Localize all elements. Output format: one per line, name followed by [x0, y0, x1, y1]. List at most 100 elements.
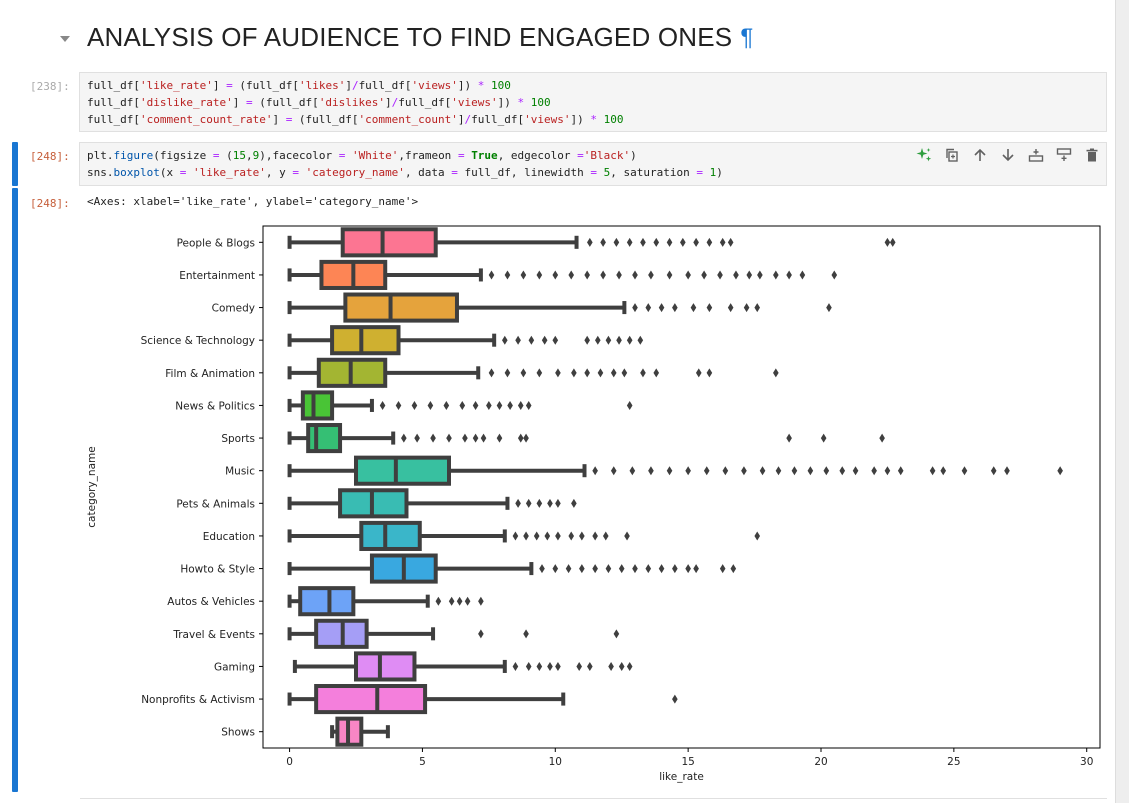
code-token: 'dislikes' [318, 96, 386, 109]
outlier-point [552, 270, 559, 280]
outlier-point [401, 433, 407, 443]
code-token: = [451, 166, 458, 179]
outlier-point [517, 433, 524, 443]
code-token [597, 113, 604, 126]
outlier-point [722, 466, 729, 476]
code-token: 'views' [451, 96, 498, 109]
outlier-point [613, 237, 620, 247]
outlier-point [547, 498, 553, 508]
outlier-point [605, 335, 612, 345]
outlier-point [592, 466, 598, 476]
outlier-point [462, 433, 468, 443]
code-token: = [577, 149, 584, 162]
vertical-scrollbar[interactable] [1115, 0, 1129, 803]
outlier-point [695, 368, 702, 378]
outlier-point [555, 531, 561, 541]
outlier-point [741, 466, 747, 476]
anchor-link[interactable]: ¶ [740, 23, 754, 51]
outlier-point [717, 270, 723, 280]
code-token: 'likes' [298, 79, 346, 92]
code-token: / [391, 96, 399, 109]
outlier-point [701, 270, 707, 280]
outlier-point [889, 237, 896, 247]
code-token: 1 [709, 166, 717, 179]
code-cell-input[interactable]: plt.figure(figsize = (15,9),facecolor = … [79, 142, 1107, 186]
outlier-point [666, 270, 673, 280]
outlier-point [584, 368, 590, 378]
code-token: ] [345, 79, 352, 92]
move-up-icon[interactable] [970, 146, 990, 164]
outlier-point [555, 368, 561, 378]
outlier-point [600, 237, 606, 247]
code-token: , saturation [610, 166, 697, 179]
outlier-point [568, 270, 575, 280]
outlier-point [640, 237, 646, 247]
code-token: 'White' [351, 149, 399, 162]
outlier-point [624, 531, 630, 541]
heading-title: ANALYSIS OF AUDIENCE TO FIND ENGAGED ONE… [87, 22, 733, 52]
code-token: 100 [603, 113, 624, 126]
box [354, 455, 451, 486]
outlier-point [504, 270, 511, 280]
cell-prompt-248: [248]: [30, 150, 70, 163]
code-token: 100 [491, 79, 511, 92]
outlier-point [411, 400, 418, 410]
code-token: = [179, 166, 187, 179]
boxplot-chart: People & Blogs Entertainment Comedy Science… [86, 225, 1101, 783]
box [354, 651, 417, 682]
code-token: figure [113, 149, 154, 162]
code-token: 100 [530, 96, 551, 109]
collapse-caret-icon[interactable] [60, 35, 70, 42]
outlier-point [626, 237, 633, 247]
outlier-point [536, 498, 543, 508]
y-axis-label: category_name [86, 446, 98, 527]
delete-icon[interactable] [1082, 146, 1102, 164]
outlier-point [515, 498, 521, 508]
outlier-point [552, 335, 559, 345]
move-down-icon[interactable] [998, 146, 1018, 164]
code-token: = [457, 149, 465, 162]
code-token [345, 149, 352, 162]
code-token: full_df[ [87, 79, 140, 92]
active-cell-indicator [12, 142, 18, 186]
code-token: / [351, 79, 359, 92]
code-cell-input[interactable]: full_df['like_rate'] = (full_df['likes']… [79, 72, 1107, 132]
outlier-point [703, 466, 710, 476]
outlier-point [555, 661, 561, 671]
outlier-point [632, 303, 638, 313]
outlier-point [464, 596, 471, 606]
y-tick-label: Nonprofits & Activism [141, 694, 255, 706]
y-tick-label: Science & Technology [141, 335, 255, 347]
outlier-point [544, 531, 551, 541]
outlier-point [512, 661, 519, 671]
outlier-point [584, 335, 590, 345]
outlier-point [727, 303, 734, 313]
code-token: (full_df[ [232, 79, 299, 92]
outlier-point [706, 237, 713, 247]
outlier-point [706, 303, 713, 313]
outlier-point [672, 564, 678, 574]
code-token: , [245, 149, 253, 162]
insert-below-icon[interactable] [1054, 146, 1074, 164]
code-token: 15 [232, 149, 246, 162]
outlier-point [791, 466, 798, 476]
outlier-point [488, 368, 495, 378]
insert-above-icon[interactable] [1026, 146, 1046, 164]
code-token: boxplot [113, 166, 160, 179]
outlier-point [929, 466, 936, 476]
y-tick-label: Gaming [214, 661, 255, 673]
box [359, 520, 422, 551]
code-token: ] [457, 113, 465, 126]
outlier-point [640, 368, 646, 378]
outlier-point [626, 335, 633, 345]
sparkle-ai-icon[interactable] [914, 146, 934, 164]
code-line: plt.figure(figsize = (15,9),facecolor = … [87, 147, 1099, 164]
code-token: = [285, 113, 293, 126]
outlier-point [525, 400, 532, 410]
outlier-point [807, 466, 814, 476]
outlier-point [648, 466, 654, 476]
outlier-point [616, 335, 622, 345]
code-token [703, 166, 710, 179]
duplicate-icon[interactable] [942, 146, 962, 164]
code-token: 'dislike_rate' [139, 96, 233, 109]
